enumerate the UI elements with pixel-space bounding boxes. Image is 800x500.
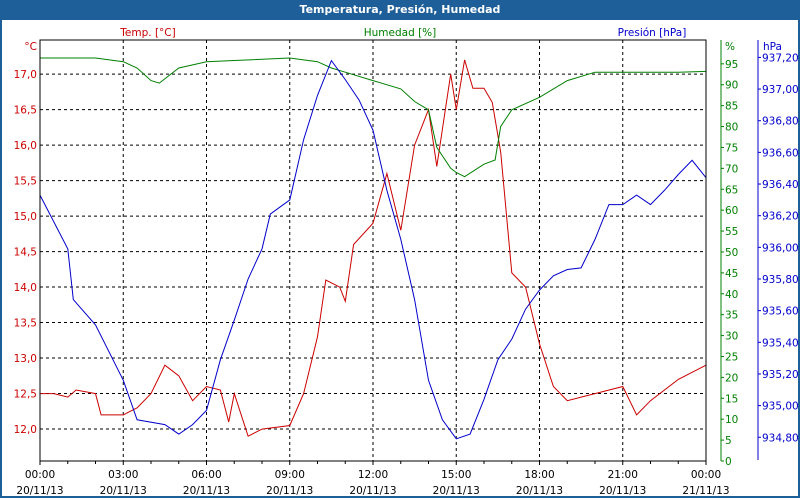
humidity-tick-label: 25 xyxy=(725,351,738,363)
legend-humidity: Humedad [%] xyxy=(364,27,437,39)
pressure-tick-label: 935,00 xyxy=(762,401,799,413)
pressure-tick-label: 934,80 xyxy=(762,432,799,444)
pressure-tick-label: 936,80 xyxy=(762,116,799,128)
humidity-tick-label: 85 xyxy=(725,101,738,113)
humidity-tick-label: 15 xyxy=(725,393,738,405)
x-tick-date: 20/11/13 xyxy=(16,485,63,497)
x-tick-date: 21/11/13 xyxy=(682,485,729,497)
x-tick-time: 03:00 xyxy=(108,469,138,481)
pressure-tick-label: 936,20 xyxy=(762,211,799,223)
humidity-tick-label: 45 xyxy=(725,268,738,280)
x-tick-date: 20/11/13 xyxy=(516,485,563,497)
x-tick-date: 20/11/13 xyxy=(349,485,396,497)
temp-tick-label: 15,0 xyxy=(14,211,37,223)
pressure-tick-label: 935,80 xyxy=(762,274,799,286)
pressure-tick-label: 935,40 xyxy=(762,337,799,349)
humidity-tick-label: 75 xyxy=(725,142,738,154)
x-tick-time: 15:00 xyxy=(441,469,471,481)
series-line-temp xyxy=(40,59,707,437)
legend-pressure: Presión [hPa] xyxy=(618,27,687,39)
temp-tick-label: 17,0 xyxy=(14,69,37,81)
humidity-tick-label: 95 xyxy=(725,59,738,71)
temp-tick-label: 13,0 xyxy=(14,353,37,365)
x-tick-date: 20/11/13 xyxy=(266,485,313,497)
humidity-tick-label: 20 xyxy=(725,372,738,384)
humidity-tick-label: 90 xyxy=(725,80,738,92)
humidity-tick-label: 10 xyxy=(725,414,738,426)
temp-tick-label: 13,5 xyxy=(14,318,37,330)
series-line-pres xyxy=(39,59,707,440)
x-tick-time: 06:00 xyxy=(191,469,221,481)
temp-unit: °C xyxy=(24,41,37,53)
x-tick-date: 20/11/13 xyxy=(599,485,646,497)
pressure-tick-label: 935,20 xyxy=(762,369,799,381)
x-tick-time: 00:00 xyxy=(25,469,55,481)
humidity-tick-label: 30 xyxy=(725,331,738,343)
humidity-tick-label: 50 xyxy=(725,247,738,259)
humidity-unit: % xyxy=(725,41,735,53)
humidity-tick-label: 60 xyxy=(725,205,738,217)
x-tick-date: 20/11/13 xyxy=(433,485,480,497)
x-tick-time: 18:00 xyxy=(524,469,554,481)
temp-tick-label: 14,5 xyxy=(14,247,37,259)
temp-tick-label: 12,5 xyxy=(14,389,37,401)
x-tick-date: 20/11/13 xyxy=(100,485,147,497)
x-tick-date: 20/11/13 xyxy=(183,485,230,497)
legend-temp: Temp. [°C] xyxy=(119,27,175,39)
window-title: Temperatura, Presión, Humedad xyxy=(0,0,800,20)
humidity-tick-label: 65 xyxy=(725,184,738,196)
humidity-tick-label: 5 xyxy=(725,435,732,447)
x-tick-time: 00:00 xyxy=(691,469,721,481)
temp-tick-label: 14,0 xyxy=(14,282,37,294)
temp-tick-label: 16,5 xyxy=(14,105,37,117)
pressure-tick-label: 936,40 xyxy=(762,179,799,191)
pressure-unit: hPa xyxy=(763,41,782,53)
humidity-tick-label: 35 xyxy=(725,310,738,322)
pressure-tick-label: 936,00 xyxy=(762,242,799,254)
humidity-tick-label: 80 xyxy=(725,122,738,134)
temp-tick-label: 16,0 xyxy=(14,140,37,152)
pressure-tick-label: 935,60 xyxy=(762,306,799,318)
pressure-tick-label: 936,60 xyxy=(762,147,799,159)
x-tick-time: 09:00 xyxy=(275,469,305,481)
pressure-tick-label: 937,20 xyxy=(762,52,799,64)
series-line-hum xyxy=(40,57,707,178)
x-tick-time: 21:00 xyxy=(608,469,638,481)
humidity-tick-label: 70 xyxy=(725,163,738,175)
temp-tick-label: 15,5 xyxy=(14,176,37,188)
temp-tick-label: 12,0 xyxy=(14,424,37,436)
humidity-tick-label: 0 xyxy=(725,456,732,468)
humidity-tick-label: 55 xyxy=(725,226,738,238)
pressure-tick-label: 937,00 xyxy=(762,84,799,96)
x-tick-time: 12:00 xyxy=(358,469,388,481)
humidity-tick-label: 40 xyxy=(725,289,738,301)
